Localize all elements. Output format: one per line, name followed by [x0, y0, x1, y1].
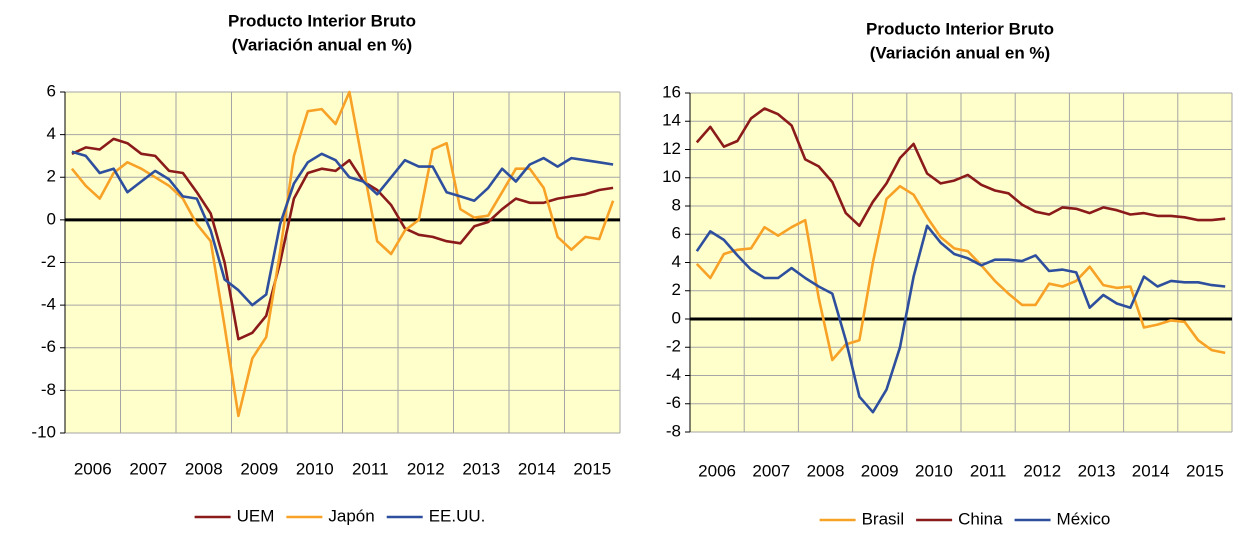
x-tick-label: 2012: [1023, 461, 1061, 480]
x-tick-label: 2007: [752, 461, 790, 480]
x-tick-label: 2006: [698, 461, 736, 480]
x-tick-label: 2009: [240, 459, 278, 478]
y-tick-label: -8: [666, 421, 681, 440]
y-tick-label: 6: [47, 81, 56, 100]
y-tick-label: 0: [47, 209, 56, 228]
legend-label: China: [958, 509, 1003, 528]
x-tick-label: 2011: [352, 459, 389, 478]
x-tick-label: 2009: [861, 461, 899, 480]
legend-label: UEM: [237, 506, 275, 525]
legend-label: Japón: [328, 506, 374, 525]
legend-label: México: [1057, 509, 1111, 528]
y-tick-label: 2: [672, 280, 681, 299]
series-line: [71, 150, 614, 307]
legend-label: Brasil: [862, 509, 905, 528]
x-tick-label: 2007: [129, 459, 167, 478]
chart-subtitle: (Variación anual en %): [232, 35, 412, 54]
x-tick-label: 2013: [462, 459, 500, 478]
x-tick-label: 2010: [915, 461, 953, 480]
x-tick-label: 2011: [970, 461, 1007, 480]
x-tick-label: 2012: [407, 459, 445, 478]
legend-label: EE.UU.: [429, 506, 486, 525]
y-tick-label: -10: [31, 422, 56, 441]
chart-title: Producto Interior Bruto: [228, 11, 416, 30]
series-line: [695, 107, 1226, 228]
y-tick-label: -4: [666, 365, 681, 384]
y-tick-label: 6: [672, 224, 681, 243]
y-tick-label: -4: [41, 295, 56, 314]
x-tick-label: 2010: [296, 459, 334, 478]
x-tick-label: 2008: [807, 461, 845, 480]
x-tick-label: 2015: [1186, 461, 1224, 480]
y-tick-label: 4: [672, 252, 681, 271]
y-tick-label: -2: [666, 337, 681, 356]
x-tick-label: 2014: [1132, 461, 1170, 480]
y-tick-label: 0: [672, 308, 681, 327]
x-tick-label: 2008: [185, 459, 223, 478]
series-line: [70, 90, 615, 418]
x-tick-label: 2015: [573, 459, 611, 478]
x-tick-label: 2014: [518, 459, 556, 478]
x-tick-label: 2006: [74, 459, 112, 478]
y-tick-label: 16: [662, 82, 681, 101]
series-line: [71, 137, 614, 341]
series-line: [695, 224, 1226, 414]
y-tick-label: 8: [672, 195, 681, 214]
y-tick-label: 12: [662, 139, 681, 158]
y-tick-label: 10: [662, 167, 681, 186]
chart-subtitle: (Variación anual en %): [870, 43, 1050, 62]
y-tick-label: -6: [666, 393, 681, 412]
x-tick-label: 2013: [1078, 461, 1116, 480]
y-tick-label: 4: [47, 124, 56, 143]
y-tick-label: -2: [41, 252, 56, 271]
y-tick-label: 14: [662, 111, 681, 130]
y-tick-label: 2: [47, 167, 56, 186]
series-line: [695, 184, 1226, 362]
y-tick-label: -8: [41, 380, 56, 399]
y-tick-label: -6: [41, 337, 56, 356]
chart-title: Producto Interior Bruto: [866, 19, 1054, 38]
